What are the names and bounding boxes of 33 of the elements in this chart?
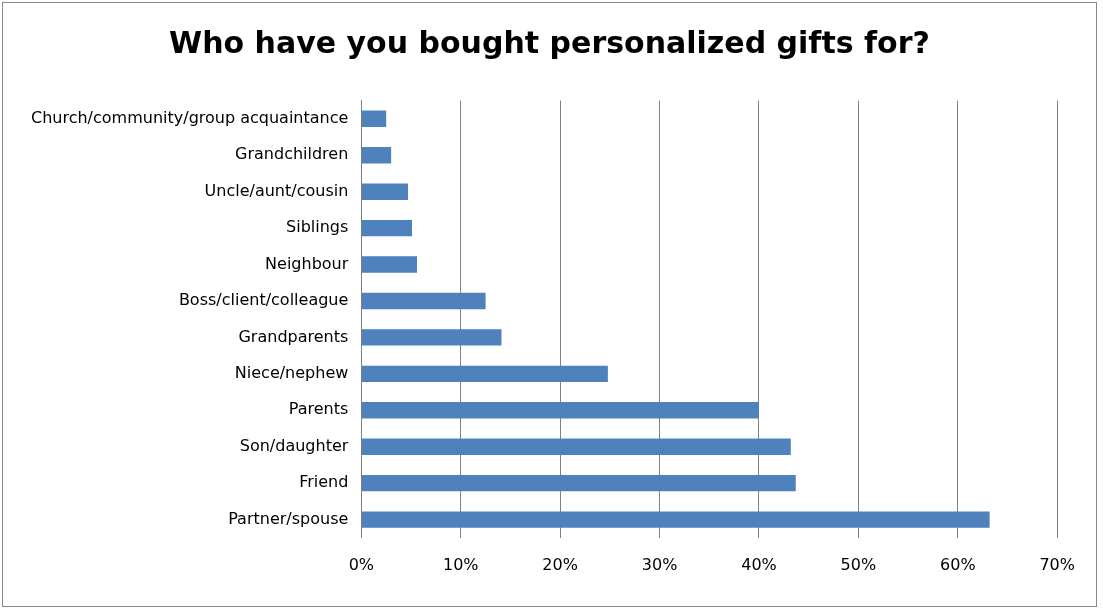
bar [361, 292, 486, 310]
y-tick-label: Parents [288, 399, 349, 419]
y-tick-label: Son/daughter [239, 435, 349, 455]
y-tick-label: Church/community/group acquaintance [31, 107, 349, 127]
y-tick-label: Uncle/aunt/cousin [204, 180, 349, 200]
y-tick-label: Siblings [286, 217, 349, 237]
y-tick-label: Grandparents [238, 326, 349, 346]
x-tick-label: 60% [940, 554, 976, 574]
bar [361, 511, 990, 528]
y-tick-label: Grandchildren [235, 144, 349, 164]
y-tick-label: Niece/nephew [234, 363, 349, 383]
bar [361, 402, 759, 419]
bar [361, 110, 387, 128]
x-tick-label: 30% [641, 554, 678, 574]
bar [361, 147, 392, 164]
bar [361, 365, 608, 383]
x-tick-label: 50% [840, 554, 877, 574]
y-tick-label: Boss/client/colleague [178, 290, 349, 310]
bar [361, 474, 796, 492]
x-tick-label: 40% [741, 554, 777, 574]
y-tick-label: Friend [299, 472, 349, 492]
y-tick-label: Partner/spouse [228, 508, 349, 528]
bar [361, 219, 413, 237]
bar [361, 329, 502, 346]
x-tick-label: 20% [542, 554, 578, 574]
bar [361, 183, 409, 200]
x-tick-label: 70% [1039, 554, 1075, 574]
bar [361, 438, 791, 455]
x-tick-label: 10% [442, 554, 479, 574]
y-tick-label: Neighbour [265, 253, 349, 273]
bar [361, 256, 417, 273]
x-tick-label: 0% [348, 554, 375, 574]
chart-title: Who have you bought personalized gifts for? [168, 25, 931, 60]
